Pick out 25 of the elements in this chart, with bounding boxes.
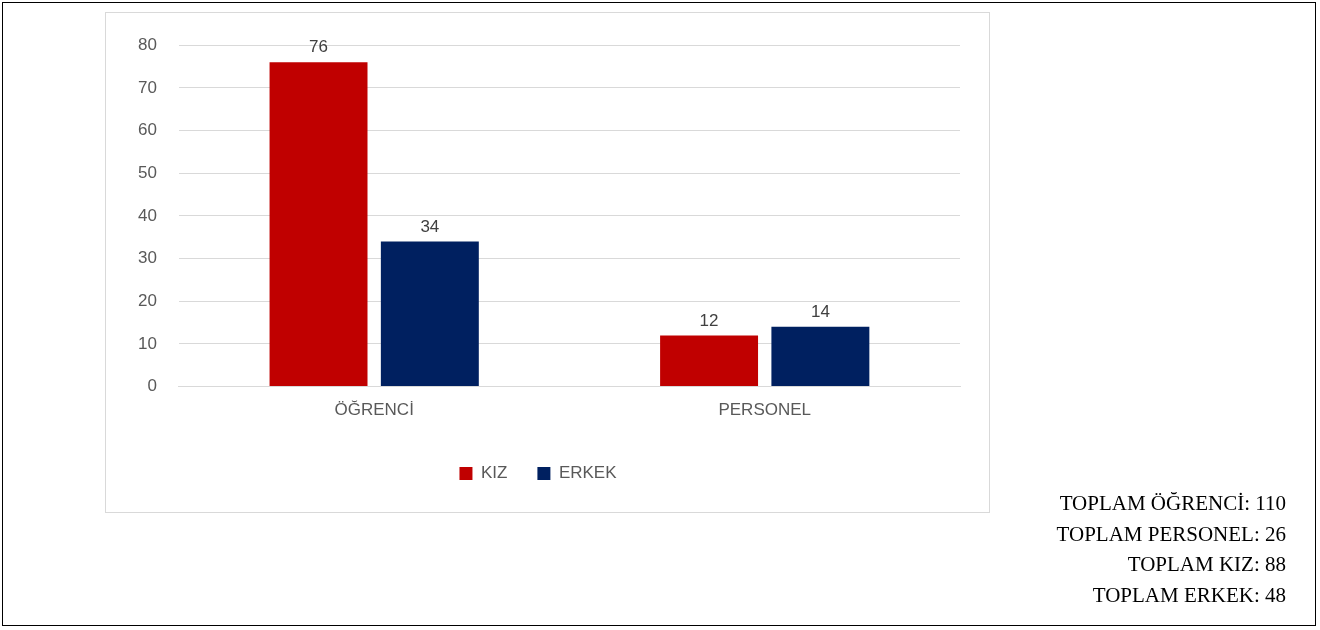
y-tick-label: 0 <box>147 376 157 396</box>
x-tick-label: PERSONEL <box>718 400 812 420</box>
data-label: 34 <box>420 216 440 236</box>
bar <box>771 326 870 387</box>
legend-label: KIZ <box>480 463 508 483</box>
text: TOPLAM ERKEK: 48 <box>1091 581 1286 609</box>
text: TOPLAM KIZ: 88 <box>1126 551 1286 578</box>
data-label: 14 <box>810 302 830 322</box>
bar <box>380 241 479 387</box>
text: TOPLAM ÖĞRENCİ: 110 <box>1058 490 1286 517</box>
y-tick-label: 50 <box>137 162 157 182</box>
y-tick-label: 30 <box>137 248 157 268</box>
legend-label: ERKEK <box>558 463 618 483</box>
x-tick-label: ÖĞRENCİ <box>334 400 414 420</box>
y-tick-label: 40 <box>137 205 157 225</box>
y-tick-label: 70 <box>137 77 157 97</box>
bar <box>660 335 759 387</box>
y-tick-label: 10 <box>137 333 157 353</box>
text: TOPLAM PERSONEL: 26 <box>1056 520 1286 548</box>
data-label: 76 <box>309 37 328 57</box>
y-tick-label: 20 <box>137 290 157 310</box>
bar <box>269 62 368 387</box>
y-tick-label: 80 <box>137 34 157 54</box>
y-tick-label: 60 <box>137 120 157 140</box>
data-label: 12 <box>699 310 719 330</box>
